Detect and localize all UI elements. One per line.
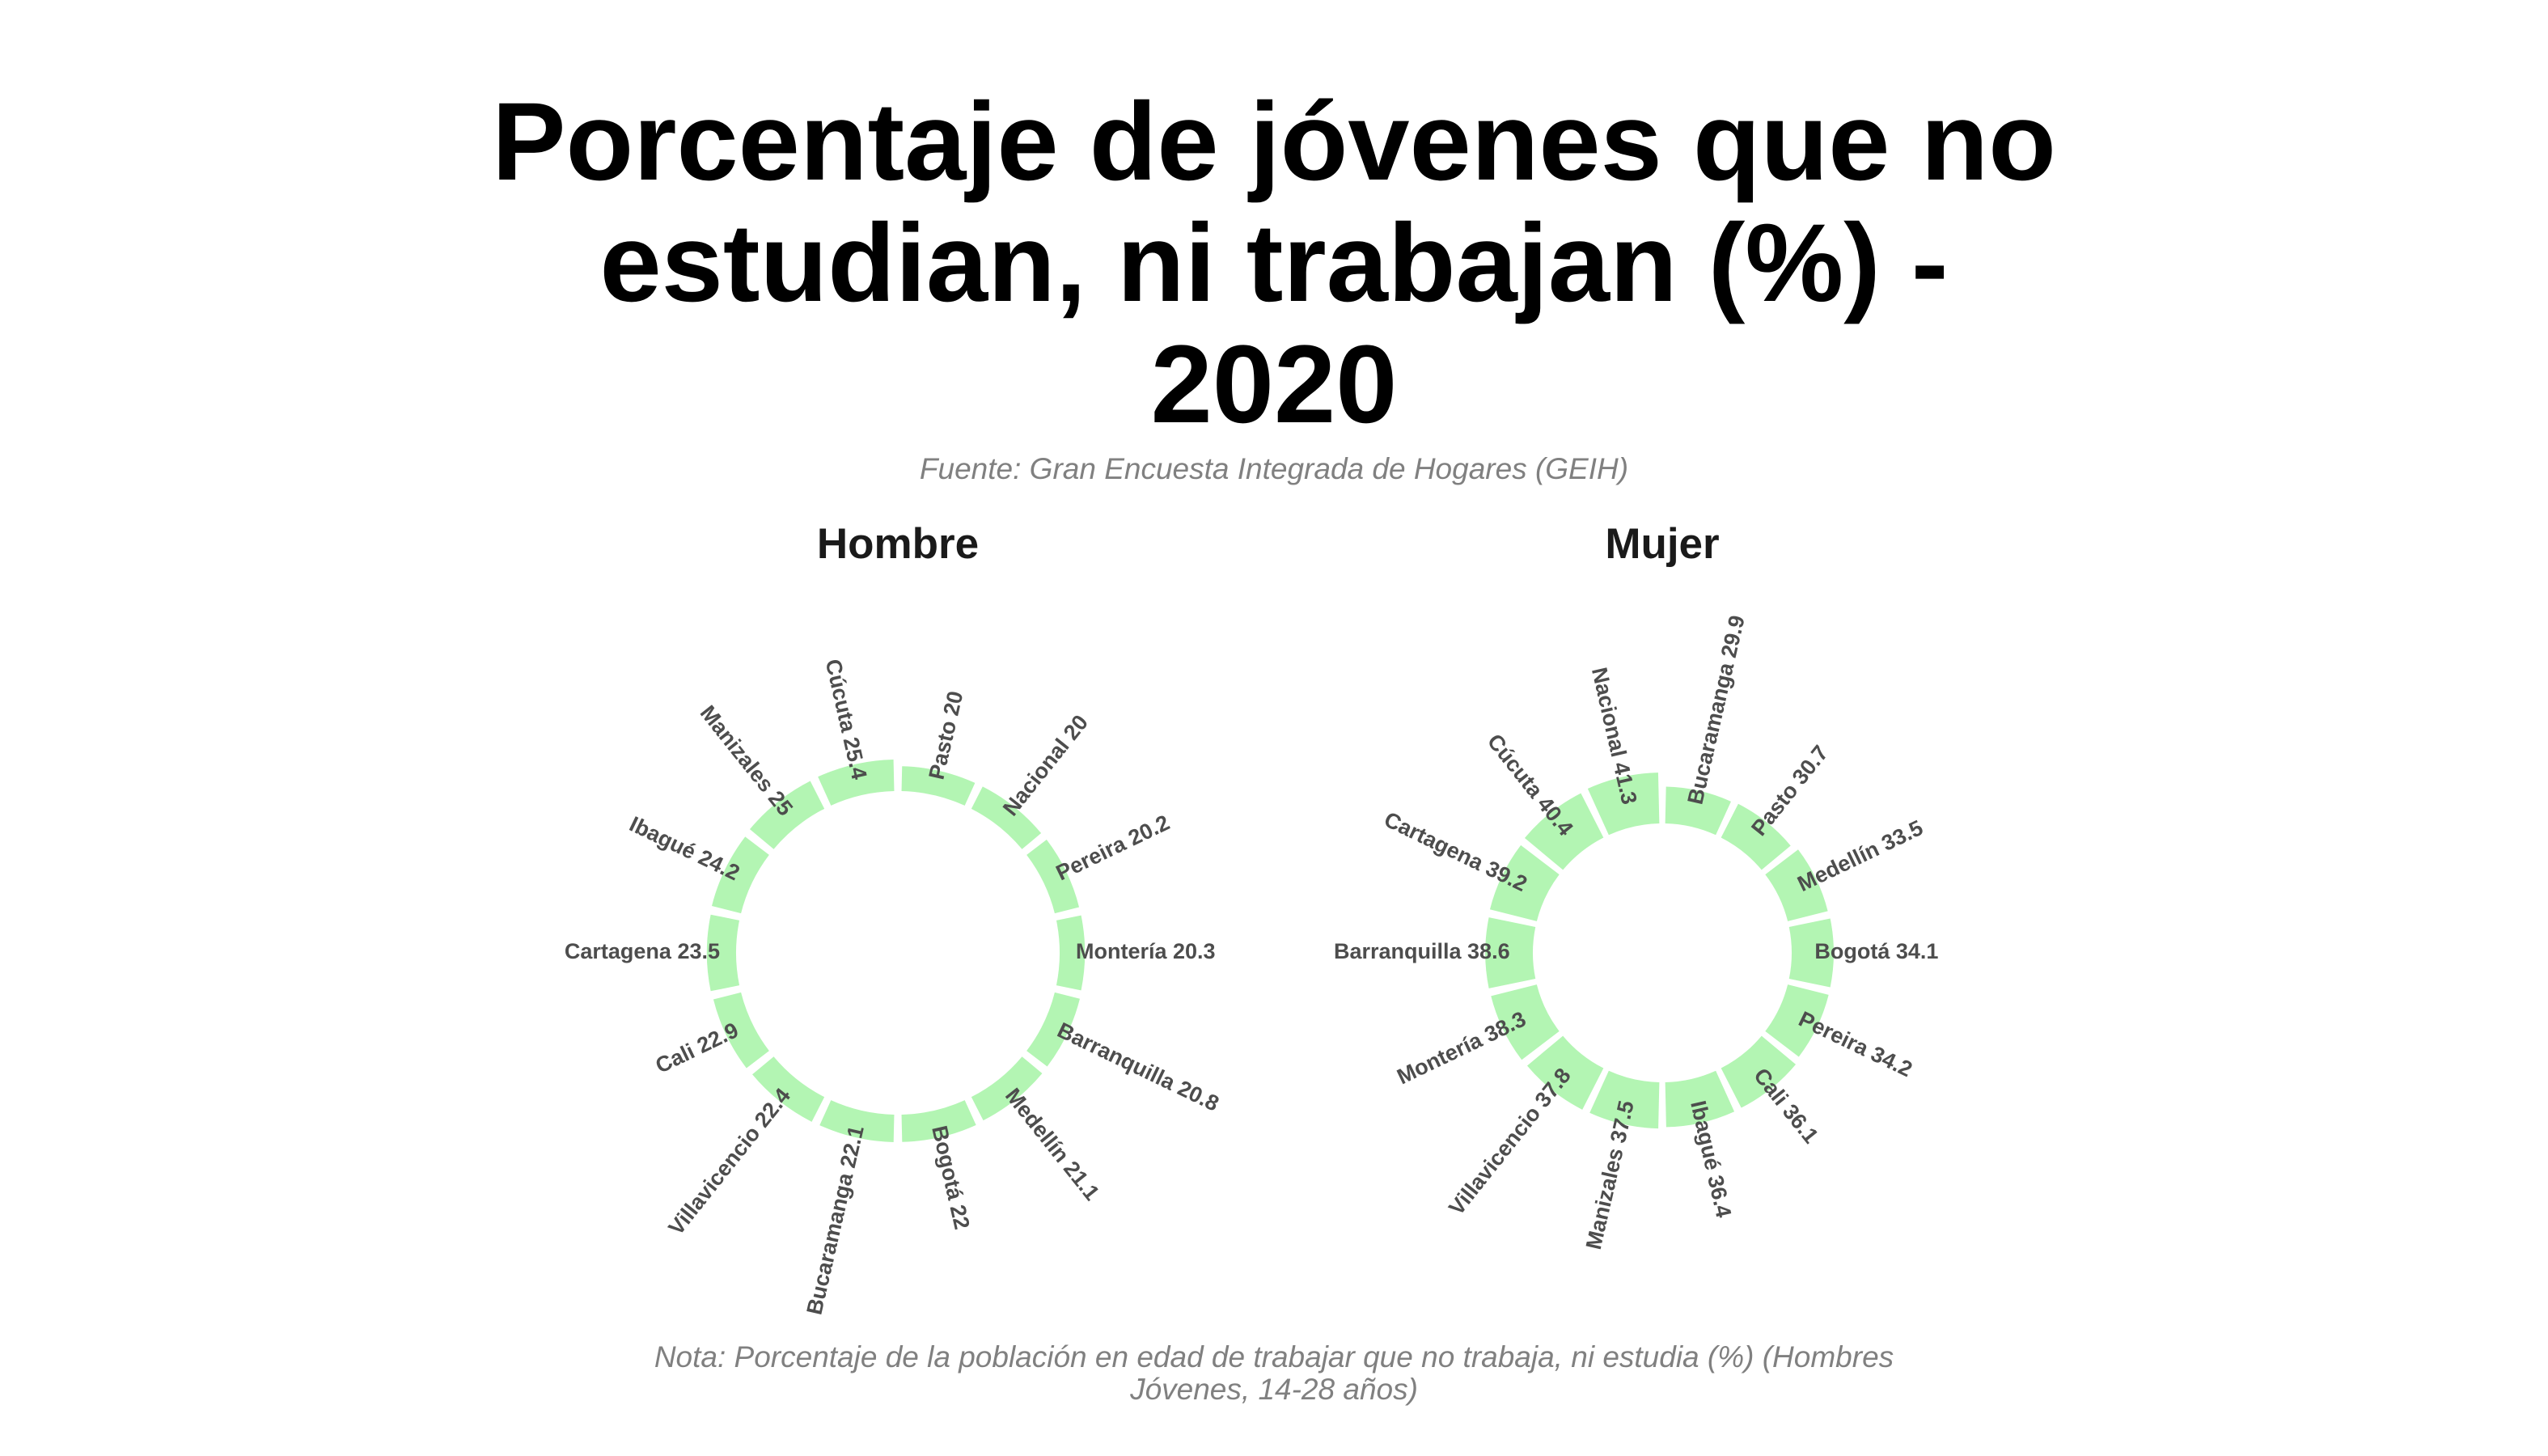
bar-label-mujer-12: Cúcuta 40.4: [1483, 730, 1578, 840]
bar-label-mujer-3: Bogotá 34.1: [1814, 939, 1938, 963]
bar-mujer-9: [1491, 984, 1560, 1060]
bar-label-hombre-0: Pasto 20: [925, 688, 968, 781]
bar-label-mujer-5: Cali 36.1: [1749, 1064, 1823, 1148]
bar-mujer-10: [1485, 917, 1536, 988]
bar-label-mujer-2: Medellín 33.5: [1793, 815, 1926, 896]
bar-label-mujer-9: Montería 38.3: [1393, 1007, 1529, 1090]
bar-mujer-7: [1589, 1070, 1660, 1129]
bar-label-mujer-7: Manizales 37.5: [1581, 1098, 1639, 1252]
bar-mujer-12: [1524, 793, 1604, 870]
bar-hombre-5: [971, 1056, 1043, 1121]
bar-hombre-6: [901, 1100, 976, 1142]
bar-label-mujer-10: Barranquilla 38.6: [1334, 939, 1510, 963]
chart-title-line-3: 2020: [1151, 323, 1398, 447]
bar-hombre-3: [1056, 915, 1086, 991]
bar-label-hombre-3: Montería 20.3: [1076, 939, 1216, 963]
bar-hombre-9: [713, 992, 769, 1069]
bar-label-hombre-1: Nacional 20: [998, 710, 1093, 820]
bar-label-hombre-6: Bogotá 22: [927, 1124, 974, 1232]
bar-mujer-0: [1665, 786, 1731, 836]
bar-label-hombre-10: Cartagena 23.5: [565, 939, 720, 963]
bar-hombre-12: [749, 781, 825, 849]
bar-hombre-10: [706, 914, 740, 992]
bar-label-mujer-4: Pereira 34.2: [1795, 1007, 1916, 1082]
chart-title-line-1: Porcentaje de jóvenes que no: [492, 80, 2056, 204]
bar-hombre-13: [818, 759, 895, 806]
bar-mujer-3: [1788, 918, 1834, 988]
bar-hombre-4: [1026, 992, 1080, 1067]
bar-mujer-11: [1489, 844, 1560, 921]
bar-label-mujer-8: Villavicencio 37.8: [1444, 1064, 1576, 1220]
bar-label-hombre-4: Barranquilla 20.8: [1054, 1018, 1223, 1115]
bar-mujer-8: [1526, 1035, 1604, 1110]
bar-mujer-5: [1721, 1035, 1797, 1108]
bar-label-hombre-9: Cali 22.9: [652, 1018, 743, 1078]
bar-label-hombre-7: Bucaramanga 22.1: [802, 1124, 868, 1317]
bar-label-mujer-6: Ibagué 36.4: [1686, 1098, 1736, 1220]
bar-label-mujer-13: Nacional 41.3: [1587, 665, 1642, 806]
bar-mujer-4: [1765, 984, 1829, 1057]
bar-label-mujer-0: Bucaramanga 29.9: [1682, 613, 1749, 806]
caption-line-1: Nota: Porcentaje de la población en edad…: [654, 1340, 1894, 1373]
bar-label-mujer-1: Pasto 30.7: [1746, 741, 1833, 840]
caption-line-2: Jóvenes, 14-28 años): [1129, 1373, 1418, 1406]
bar-label-hombre-5: Medellín 21.1: [1001, 1083, 1104, 1204]
bar-mujer-6: [1665, 1070, 1735, 1128]
bar-label-hombre-13: Cúcuta 25.4: [821, 657, 872, 781]
bar-hombre-2: [1026, 840, 1080, 914]
bar-hombre-0: [901, 766, 976, 806]
facet-title-hombre: Hombre: [817, 520, 979, 568]
bar-label-mujer-11: Cartagena 39.2: [1380, 807, 1530, 896]
bar-label-hombre-11: Ibagué 24.2: [626, 812, 744, 886]
bar-mujer-2: [1765, 849, 1828, 921]
bar-label-hombre-12: Manizales 25: [696, 700, 798, 820]
bar-hombre-8: [752, 1056, 825, 1122]
bar-mujer-1: [1721, 803, 1791, 870]
chart-subtitle: Fuente: Gran Encuesta Integrada de Hogar…: [920, 452, 1628, 485]
facet-title-mujer: Mujer: [1605, 520, 1719, 568]
bar-hombre-1: [971, 786, 1042, 849]
bar-hombre-7: [819, 1100, 895, 1142]
bar-label-hombre-8: Villavicencio 22.4: [664, 1083, 796, 1239]
bar-label-hombre-2: Pereira 20.2: [1052, 811, 1174, 886]
chart-title-line-2: estudian, ni trabajan (%) -: [599, 201, 1948, 325]
bar-hombre-11: [711, 836, 769, 914]
bar-mujer-13: [1587, 772, 1660, 836]
